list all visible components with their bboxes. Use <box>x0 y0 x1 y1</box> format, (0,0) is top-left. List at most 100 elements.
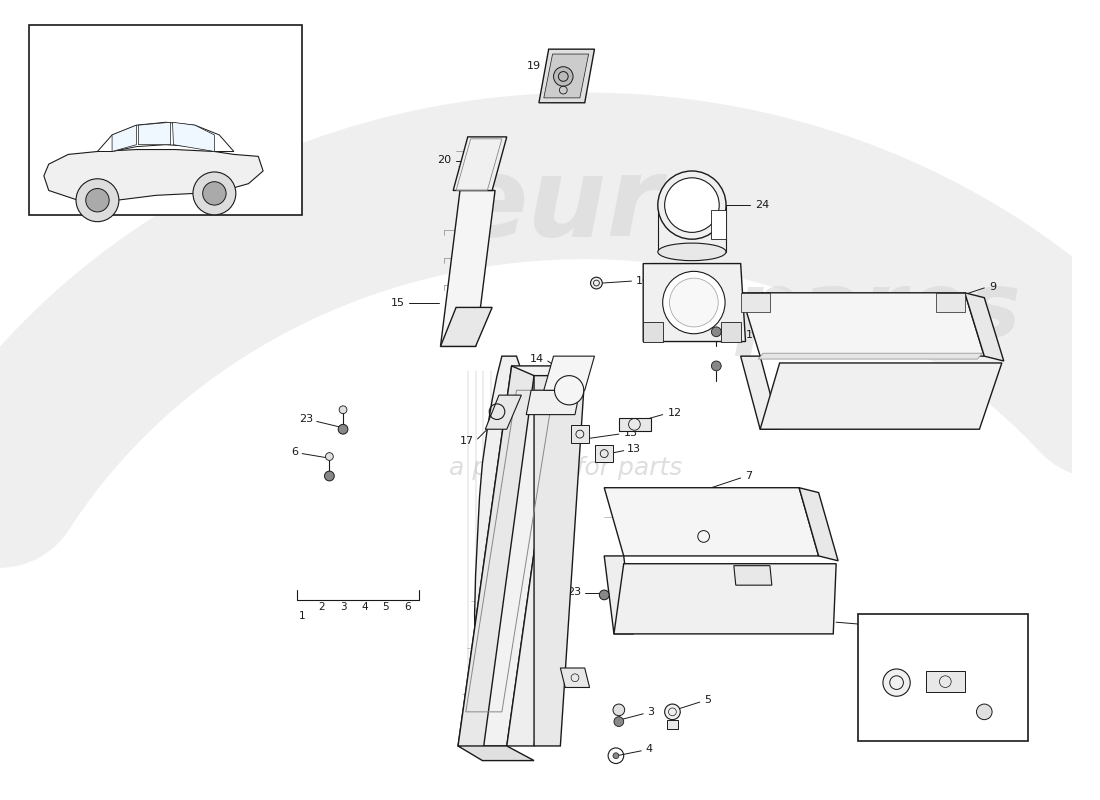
Text: 17: 17 <box>460 436 474 446</box>
Polygon shape <box>604 556 634 634</box>
Text: 13: 13 <box>624 428 638 438</box>
Polygon shape <box>619 418 651 431</box>
Text: 3: 3 <box>340 602 346 612</box>
Circle shape <box>883 669 910 696</box>
Polygon shape <box>740 293 984 356</box>
Circle shape <box>664 178 719 232</box>
Circle shape <box>712 327 722 337</box>
Polygon shape <box>760 363 1002 430</box>
Text: SET: SET <box>913 623 948 641</box>
Circle shape <box>662 271 725 334</box>
Text: eur: eur <box>453 151 662 258</box>
Polygon shape <box>535 376 585 746</box>
Text: 3: 3 <box>647 707 654 717</box>
Polygon shape <box>112 125 136 151</box>
Text: 16: 16 <box>636 276 649 286</box>
Text: 6: 6 <box>404 602 410 612</box>
Circle shape <box>339 406 346 414</box>
Text: 20: 20 <box>437 155 451 166</box>
Polygon shape <box>604 488 818 556</box>
Circle shape <box>192 172 235 215</box>
Polygon shape <box>173 122 214 151</box>
Polygon shape <box>44 150 263 200</box>
Circle shape <box>324 471 334 481</box>
Polygon shape <box>507 366 585 746</box>
Text: 23: 23 <box>566 587 581 597</box>
Circle shape <box>600 590 609 600</box>
Polygon shape <box>595 445 613 462</box>
Text: 1: 1 <box>299 611 306 622</box>
Polygon shape <box>539 49 594 102</box>
Circle shape <box>977 704 992 720</box>
Text: spares: spares <box>682 268 1021 356</box>
Text: 21: 21 <box>901 341 914 350</box>
Polygon shape <box>936 293 965 312</box>
Text: 15: 15 <box>390 298 405 307</box>
Polygon shape <box>740 356 780 430</box>
Circle shape <box>326 453 333 461</box>
Polygon shape <box>560 668 590 687</box>
Text: 5: 5 <box>705 695 712 705</box>
Text: 18: 18 <box>518 391 532 401</box>
Text: 6: 6 <box>292 446 298 457</box>
Polygon shape <box>658 205 726 252</box>
Polygon shape <box>722 322 740 342</box>
Polygon shape <box>468 356 556 741</box>
Circle shape <box>658 171 726 239</box>
Text: 23: 23 <box>299 414 312 425</box>
Polygon shape <box>740 293 770 312</box>
Text: 2: 2 <box>746 508 752 518</box>
Text: 10: 10 <box>746 330 759 340</box>
Text: 7: 7 <box>746 471 752 481</box>
Circle shape <box>86 189 109 212</box>
Polygon shape <box>644 322 662 342</box>
Polygon shape <box>98 122 234 151</box>
Polygon shape <box>458 366 535 756</box>
Polygon shape <box>712 210 726 239</box>
Polygon shape <box>458 746 535 761</box>
Ellipse shape <box>658 243 726 261</box>
Text: 14: 14 <box>530 354 543 364</box>
Text: 2: 2 <box>318 602 324 612</box>
Text: 10: 10 <box>818 617 833 627</box>
Polygon shape <box>543 54 588 98</box>
Polygon shape <box>926 671 965 692</box>
Text: 4: 4 <box>645 744 652 754</box>
Polygon shape <box>965 293 1004 361</box>
Polygon shape <box>758 354 982 359</box>
Text: 22: 22 <box>536 678 550 688</box>
Text: 4: 4 <box>361 602 367 612</box>
Text: since 1985: since 1985 <box>627 532 795 560</box>
Text: 19: 19 <box>527 61 541 70</box>
Text: 9: 9 <box>989 282 997 292</box>
Polygon shape <box>799 488 838 561</box>
Polygon shape <box>644 263 746 342</box>
Circle shape <box>338 424 348 434</box>
Circle shape <box>613 704 625 716</box>
Polygon shape <box>543 356 594 390</box>
Text: 11: 11 <box>760 292 774 302</box>
Circle shape <box>712 361 722 370</box>
Polygon shape <box>571 426 588 443</box>
Polygon shape <box>734 566 772 585</box>
Text: 24: 24 <box>756 200 770 210</box>
Circle shape <box>202 182 227 205</box>
Circle shape <box>554 376 584 405</box>
Text: 8: 8 <box>784 566 792 577</box>
Polygon shape <box>453 137 507 190</box>
Text: 5: 5 <box>383 602 389 612</box>
Polygon shape <box>526 390 580 414</box>
Circle shape <box>76 178 119 222</box>
Polygon shape <box>440 307 492 346</box>
Text: a passion for parts: a passion for parts <box>449 456 682 480</box>
Circle shape <box>614 717 624 726</box>
Polygon shape <box>485 395 521 430</box>
Polygon shape <box>667 720 679 730</box>
Circle shape <box>664 704 680 720</box>
Circle shape <box>670 278 718 327</box>
Text: 13: 13 <box>627 444 640 454</box>
Circle shape <box>553 66 573 86</box>
Circle shape <box>613 753 619 758</box>
Polygon shape <box>139 122 170 145</box>
Circle shape <box>591 278 603 289</box>
